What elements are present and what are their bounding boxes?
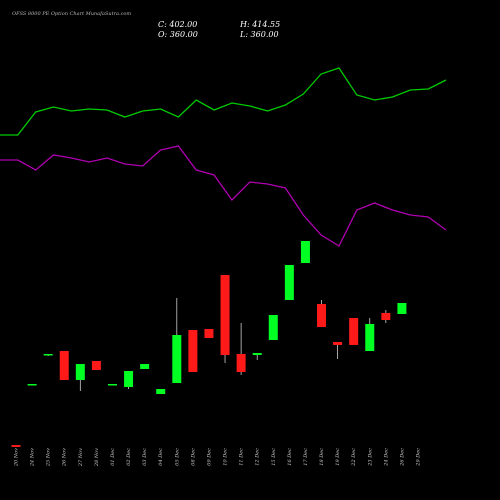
candles [11,241,407,447]
overlay-lines [0,67,447,247]
overlay-line-2 [0,145,447,247]
candle-18-dec [317,300,327,327]
x-tick-label: 23 Dec [367,448,373,467]
candle-09-dec [204,329,214,338]
candle-body [397,303,407,314]
x-tick-label: 20 Nov [14,448,20,467]
x-tick-label: 05 Dec [174,448,180,466]
low-readout: L: 360.00 [239,30,279,39]
open-readout: O: 360.00 [158,30,198,39]
candle-body [349,318,359,345]
candle-28-nov [91,361,101,370]
candle-12-dec [252,353,262,360]
candle-03-dec [140,364,150,369]
x-tick-label: 22 Dec [351,448,357,467]
candle-body [188,330,198,372]
x-tick-label: 12 Dec [255,448,261,466]
x-tick-label: 10 Dec [223,448,229,466]
candle-body [365,324,375,351]
candle-body [11,445,21,447]
candle-26-dec [397,303,407,314]
candle-body [59,351,69,380]
candle-11-dec [236,323,246,375]
candle-body [172,335,182,383]
x-tick-label: 27 Nov [78,448,84,467]
x-tick-label: 04 Dec [158,448,164,466]
x-tick-label: 11 Dec [239,448,245,466]
candle-body [27,384,37,386]
candle-27-nov [75,364,85,391]
candle-23-dec [365,318,375,351]
candle-body [140,364,150,369]
candle-01-dec [107,384,117,386]
candle-15-dec [268,315,278,340]
candle-body [220,275,230,355]
x-tick-label: 03 Dec [142,448,148,466]
candle-body [124,371,134,387]
candle-10-dec [220,275,230,363]
candle-24-nov [27,384,37,386]
chart-title: OFSS 8000 PE Option Chart MunafaSutra.co… [12,11,131,17]
candle-body [252,353,262,355]
candle-04-dec [156,389,166,394]
candle-17-dec [300,241,310,263]
candle-body [43,354,53,356]
x-tick-label: 19 Dec [335,448,341,466]
candle-body [300,241,310,263]
candle-05-dec [172,298,182,383]
candle-body [236,354,246,372]
candle-25-nov [43,354,53,356]
candle-body [204,329,214,338]
x-tick-label: 26 Dec [399,448,405,467]
candle-19-dec [333,342,343,359]
candle-body [156,389,166,394]
x-tick-label: 01 Dec [110,448,116,466]
candle-body [268,315,278,340]
x-tick-label: 25 Nov [46,448,52,467]
x-tick-label: 28 Nov [94,448,100,467]
candle-body [107,384,117,386]
candle-26-nov [59,351,69,380]
candle-body [284,265,294,300]
candle-body [317,304,327,327]
x-tick-label: 02 Dec [126,448,132,466]
x-tick-label: 08 Dec [190,448,196,466]
x-tick-label: 09 Dec [206,448,212,466]
candle-body [75,364,85,380]
candle-08-dec [188,330,198,372]
x-tick-label: 15 Dec [271,448,277,466]
candle-body [381,313,391,320]
high-readout: H: 414.55 [239,20,280,29]
x-tick-label: 24 Nov [30,448,36,467]
x-axis-ticks: 20 Nov 24 Nov 25 Nov 26 Nov 27 Nov 28 Nov 01 D… [14,448,422,467]
candle-22-dec [349,318,359,345]
x-tick-label: 16 Dec [287,448,293,466]
candle-20-nov [11,445,21,447]
candle-16-dec [284,265,294,300]
candle-24-dec [381,310,391,323]
x-tick-label: 18 Dec [319,448,325,466]
x-tick-label: 17 Dec [303,448,309,466]
x-tick-label: 24 Dec [383,448,389,467]
candle-02-dec [124,371,134,389]
x-tick-label: 29 Dec [416,448,422,467]
x-tick-label: 26 Nov [62,448,68,467]
close-readout: C: 402.00 [158,20,197,29]
candle-body [91,361,101,370]
candle-body [333,342,343,345]
overlay-line-1 [0,67,447,136]
